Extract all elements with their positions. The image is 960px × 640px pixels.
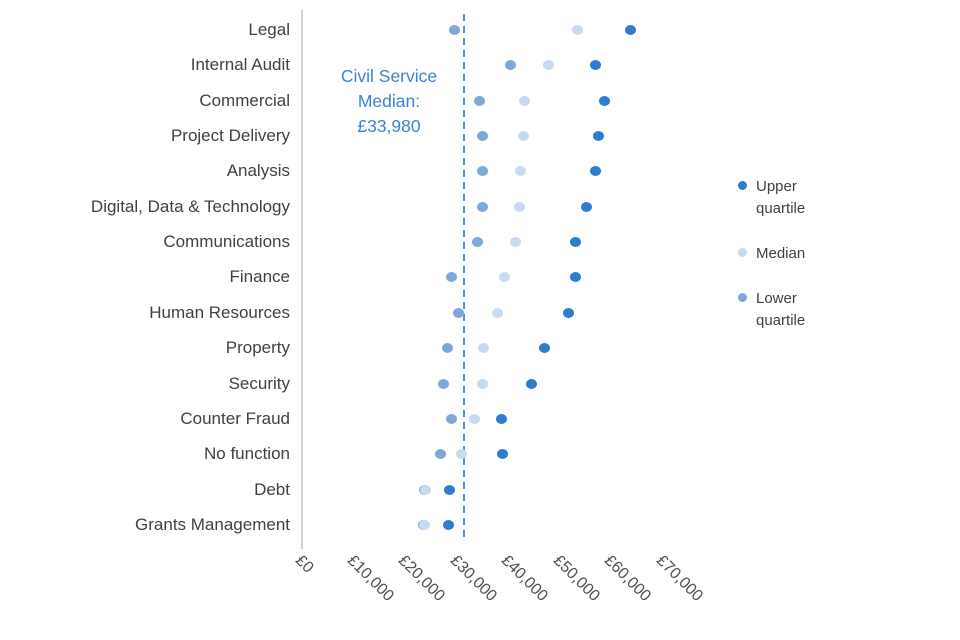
legend-item: Median	[738, 243, 858, 265]
annotation-line-3: £33,980	[357, 116, 421, 136]
dot-lower-quartile	[477, 131, 489, 142]
dot-lower-quartile	[471, 237, 483, 248]
x-tick-label: £30,000	[446, 552, 500, 605]
category-label: Legal	[248, 20, 290, 39]
legend-dot-icon	[738, 181, 747, 190]
dot-upper-quartile	[570, 272, 582, 283]
category-label: Security	[228, 373, 290, 393]
x-tick-label: £20,000	[394, 552, 448, 605]
dot-upper-quartile	[538, 343, 550, 354]
legend-dot-icon	[738, 293, 747, 302]
dot-upper-quartile	[444, 484, 456, 495]
dot-upper-quartile	[442, 519, 454, 530]
x-tick-label: £70,000	[652, 552, 706, 605]
dot-median	[509, 237, 521, 248]
civil-service-median-annotation: Civil Service Median: £33,980	[318, 64, 460, 139]
civil-service-median-dashed-line	[463, 14, 465, 542]
dot-lower-quartile	[446, 413, 458, 424]
category-label: Property	[225, 338, 290, 358]
dot-median	[478, 343, 490, 354]
legend-item: Upper quartile	[738, 176, 858, 220]
dot-median	[476, 378, 488, 389]
dot-median	[518, 131, 530, 142]
legend: Upper quartile Median Lower quartile	[738, 176, 858, 355]
dot-upper-quartile	[599, 95, 611, 106]
category-label: Project Delivery	[170, 126, 290, 146]
category-label: Grants Management	[135, 514, 290, 534]
dot-median	[420, 484, 432, 495]
dot-upper-quartile	[497, 449, 509, 460]
dot-upper-quartile	[581, 201, 593, 212]
dot-lower-quartile	[452, 307, 464, 318]
dot-lower-quartile	[449, 25, 461, 35]
dot-upper-quartile	[589, 60, 601, 71]
dot-lower-quartile	[473, 95, 485, 106]
dot-median	[455, 449, 467, 460]
legend-dot-icon	[738, 248, 747, 257]
dot-lower-quartile	[446, 272, 458, 283]
dot-median	[542, 60, 554, 71]
category-label: Communications	[163, 232, 290, 252]
category-label: Digital, Data & Technology	[90, 196, 290, 216]
dot-lower-quartile	[504, 60, 516, 71]
legend-item: Lower quartile	[738, 288, 858, 332]
x-tick-label: £0	[291, 552, 317, 577]
category-label: Analysis	[226, 161, 290, 181]
dot-median	[519, 95, 531, 106]
dot-median	[514, 201, 526, 212]
x-tick-label: £40,000	[497, 552, 551, 605]
legend-label: Upper quartile	[756, 178, 806, 217]
annotation-line-1: Civil Service	[340, 66, 438, 86]
annotation-line-2: Median:	[357, 91, 421, 111]
category-label: Finance	[229, 267, 290, 287]
category-label: Commercial	[199, 90, 290, 110]
category-label: Debt	[254, 479, 290, 499]
x-tick-label: £60,000	[600, 552, 654, 605]
dot-median	[491, 307, 503, 318]
dot-median	[499, 272, 511, 283]
dot-median	[419, 519, 431, 530]
x-tick-label: £50,000	[549, 552, 603, 605]
category-label: No function	[204, 444, 290, 464]
legend-label: Median	[756, 245, 806, 262]
dot-upper-quartile	[570, 237, 582, 248]
dot-upper-quartile	[496, 413, 508, 424]
dot-upper-quartile	[592, 131, 604, 142]
dot-median	[515, 166, 527, 177]
category-label: Human Resources	[149, 302, 290, 322]
dot-upper-quartile	[562, 307, 574, 318]
dot-lower-quartile	[437, 378, 449, 389]
dot-upper-quartile	[589, 166, 601, 177]
dot-lower-quartile	[442, 343, 454, 354]
legend-label: Lower quartile	[756, 290, 806, 329]
category-label: Counter Fraud	[180, 408, 290, 428]
dot-lower-quartile	[476, 201, 488, 212]
dot-lower-quartile	[477, 166, 489, 177]
category-label: Internal Audit	[190, 55, 290, 75]
dot-median	[571, 25, 583, 35]
y-axis-line	[301, 10, 303, 549]
x-tick-label: £10,000	[343, 552, 397, 605]
dot-upper-quartile	[525, 378, 537, 389]
dot-upper-quartile	[624, 25, 636, 35]
dot-median	[468, 413, 480, 424]
dot-lower-quartile	[434, 449, 446, 460]
